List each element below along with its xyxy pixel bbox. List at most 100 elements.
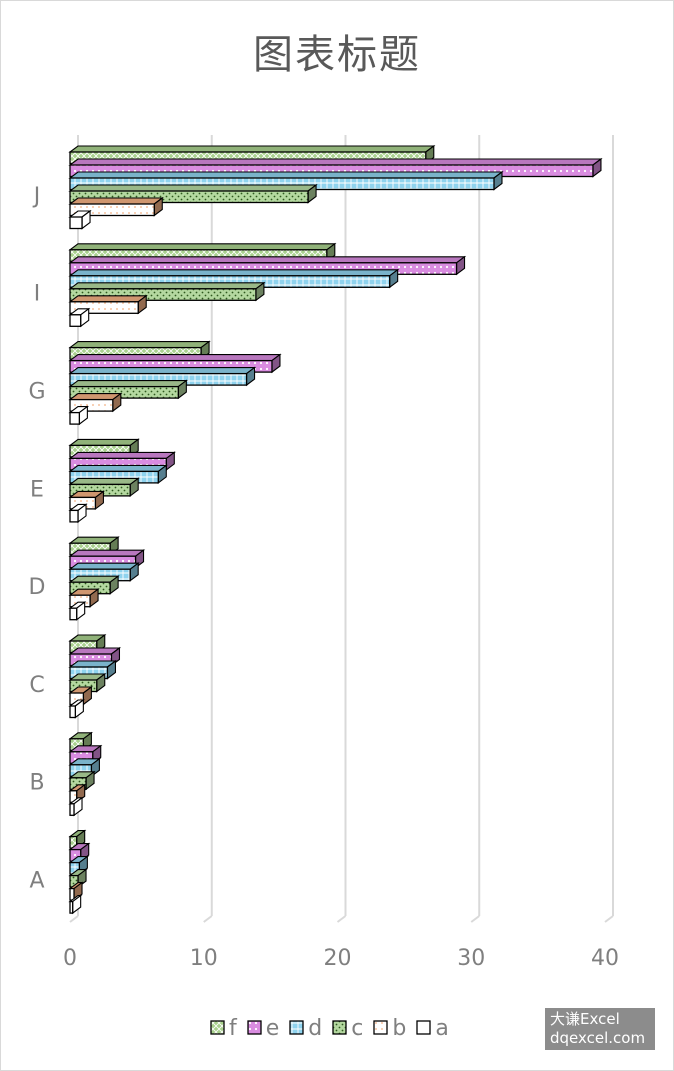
bar-top-face <box>68 197 164 205</box>
bar-front-face <box>69 203 155 217</box>
bar-a-J <box>68 209 92 230</box>
bar-front-face <box>69 900 74 914</box>
legend-label: d <box>308 1015 323 1041</box>
bar-f-E <box>68 438 140 458</box>
category-group <box>68 242 467 328</box>
bar-front-face <box>69 803 75 816</box>
bar-top-face <box>68 282 266 290</box>
bar-top-face <box>68 562 140 570</box>
bar-top-face <box>68 256 467 264</box>
bar-top-face <box>68 367 257 375</box>
bar-b-D <box>68 588 100 608</box>
bar-front-face <box>69 288 257 301</box>
gridline-floor <box>336 915 347 923</box>
bar-c-G <box>68 379 188 400</box>
gridline-floor <box>470 915 480 923</box>
legend-swatch <box>210 1020 225 1035</box>
legend-label: c <box>351 1015 364 1041</box>
category-group <box>68 536 146 621</box>
x-tick-label: 40 <box>591 946 619 971</box>
bar-d-C <box>68 659 118 680</box>
bar-b-I <box>68 294 148 315</box>
gridline-floor <box>604 915 614 923</box>
bar-b-G <box>68 392 123 413</box>
category-group <box>68 144 603 230</box>
legend-item-d: d <box>289 1016 322 1041</box>
legend-item-b: b <box>373 1016 406 1041</box>
bar-top-face <box>68 269 400 277</box>
y-category-label: C <box>29 673 44 698</box>
x-tick-label: 20 <box>324 946 352 971</box>
bar-d-G <box>68 366 257 387</box>
bar-top-face <box>68 341 211 349</box>
bar-front-face <box>69 301 139 314</box>
y-category-label: D <box>29 575 46 600</box>
bar-front-face <box>69 385 179 399</box>
bar-c-I <box>68 281 266 302</box>
gridline-floor <box>69 915 79 923</box>
bar-top-face <box>68 158 603 166</box>
x-tick-label: 30 <box>457 946 485 971</box>
bar-c-B <box>68 770 96 791</box>
y-category-label: J <box>32 184 41 209</box>
bar-f-D <box>68 536 120 556</box>
x-tick-label: 10 <box>190 946 218 971</box>
legend-label: b <box>392 1015 407 1041</box>
bar-e-J <box>68 157 603 178</box>
bar-d-I <box>68 268 400 289</box>
legend-label: f <box>229 1015 237 1041</box>
watermark-line2: dqexcel.com <box>550 1029 646 1047</box>
legend-label: e <box>265 1015 280 1041</box>
bar-e-I <box>68 255 467 276</box>
bar-a-E <box>68 503 88 524</box>
bar-front-face <box>69 607 78 621</box>
category-group <box>68 731 103 817</box>
bar-b-C <box>68 685 94 706</box>
bar-b-A <box>68 881 84 902</box>
bar-a-I <box>68 307 91 328</box>
x-axis-ticks: 0 10 20 30 40 <box>63 946 619 971</box>
y-category-label: E <box>30 477 44 502</box>
bar-a-G <box>68 405 90 426</box>
legend-swatch <box>416 1020 431 1035</box>
legend-swatch <box>247 1020 262 1035</box>
category-group <box>68 633 122 719</box>
legend-swatch <box>373 1020 389 1035</box>
legend-label: a <box>435 1015 449 1041</box>
bar-front-face <box>69 398 114 412</box>
bars <box>68 144 603 915</box>
legend-item-a: a <box>416 1015 449 1041</box>
bar-d-D <box>68 562 140 582</box>
bar-f-J <box>68 144 436 165</box>
bar-front-face <box>69 216 83 230</box>
bar-a-B <box>68 796 84 817</box>
bar-top-face <box>68 477 140 485</box>
bar-top-face <box>68 451 176 459</box>
chart-title: 图表标题 <box>253 32 421 78</box>
bar-front-face <box>69 509 79 523</box>
bar-c-J <box>68 183 318 204</box>
watermark: 大谦Excel dqexcel.com <box>545 1008 655 1050</box>
y-axis-categories: A B C D E G I J <box>28 184 45 894</box>
bar-top-face <box>68 438 140 446</box>
legend-swatch <box>289 1020 304 1035</box>
legend-item-c: c <box>332 1016 363 1041</box>
bar-e-E <box>68 451 176 471</box>
bar-top-face <box>68 145 436 153</box>
bar-b-J <box>68 196 164 217</box>
category-group <box>68 438 176 524</box>
bar-c-D <box>68 575 120 595</box>
bar-top-face <box>68 464 168 472</box>
category-group <box>68 829 91 915</box>
bar-top-face <box>68 549 146 557</box>
bar-top-face <box>68 243 337 251</box>
bar-top-face <box>68 184 318 192</box>
bar-b-E <box>68 490 106 510</box>
bar-e-A <box>68 842 91 863</box>
bar-front-face <box>69 411 81 425</box>
bar-top-face <box>68 380 188 388</box>
legend-swatch <box>332 1020 347 1035</box>
bar-front-face <box>69 190 309 204</box>
